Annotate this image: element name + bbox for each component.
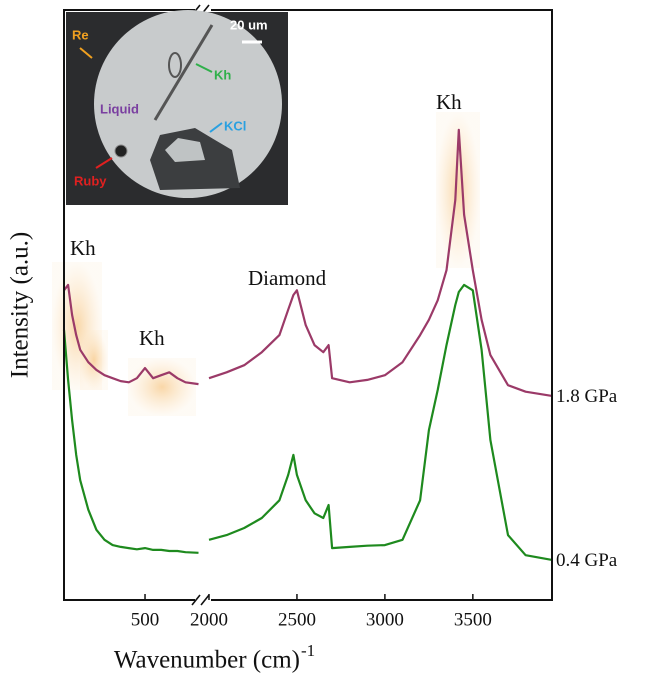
series-label: 1.8 GPa (556, 386, 618, 407)
sample-chamber (94, 10, 282, 198)
x-axis-label: Wavenumber (cm) (114, 647, 300, 674)
annotation: Kh (70, 236, 96, 260)
x-tick-label: 500 (131, 609, 160, 630)
series-label: 0.4 GPa (556, 550, 618, 571)
x-tick-label: 2000 (190, 609, 228, 630)
arrow (195, 63, 213, 73)
inset-label: Kh (214, 67, 231, 82)
highlight (128, 358, 196, 416)
frame (63, 9, 553, 601)
x-tick-label: 3500 (454, 609, 492, 630)
annotation: Kh (139, 326, 165, 350)
inset-label: Liquid (100, 101, 139, 116)
inset-label: Ruby (74, 173, 107, 188)
inset-label: KCl (224, 118, 246, 133)
ruby (114, 144, 128, 158)
plot-area (62, 128, 553, 561)
arrow (209, 122, 223, 133)
crystal (153, 24, 214, 121)
spectrum-line (208, 128, 553, 397)
y-axis-label: Intensity (a.u.) (7, 232, 34, 378)
kcl-crystal (165, 138, 205, 162)
annotation: Kh (436, 90, 462, 114)
x-axis-label-superscript: -1 (301, 641, 315, 660)
annotation: Diamond (248, 266, 327, 290)
arrow (79, 47, 93, 59)
spectrum-line (62, 329, 199, 554)
highlight (80, 330, 108, 390)
x-tick-label: 2500 (278, 609, 316, 630)
scale-bar-label: 20 um (230, 17, 268, 32)
crystal (168, 52, 182, 78)
inset: Re Kh Liquid KCl Ruby 20 um (66, 10, 288, 205)
spectrum-line (63, 283, 199, 386)
x-tick-label: 3000 (366, 609, 404, 630)
spectrum-line (208, 283, 553, 561)
arrow (95, 157, 113, 169)
inset-label: Re (72, 27, 89, 42)
